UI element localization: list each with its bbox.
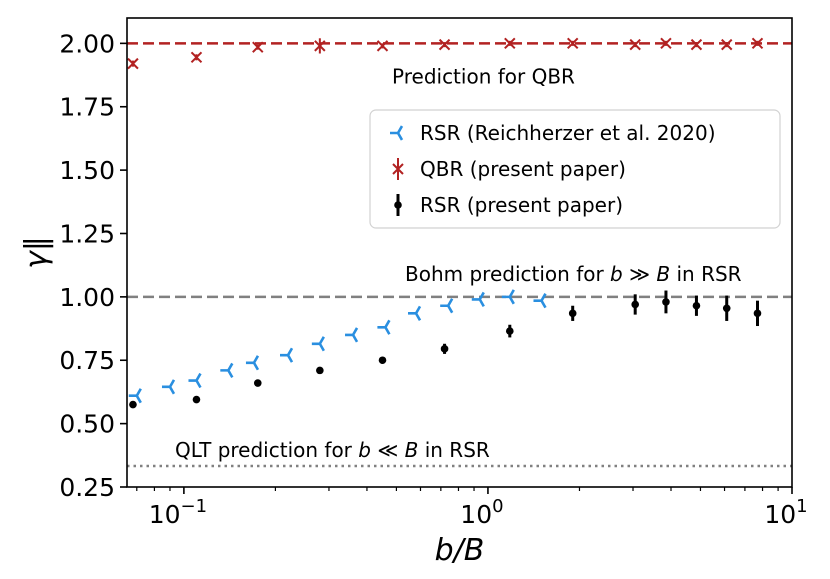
data-point [505, 327, 514, 335]
y-tick-label: 0.25 [59, 473, 115, 502]
annot-qlt-part-4: in RSR [418, 438, 490, 462]
annotation-qlt-prediction: QLT prediction for b ≪ B in RSR [175, 438, 490, 462]
data-point [311, 336, 325, 352]
data-point [690, 38, 703, 51]
data-point [161, 379, 176, 395]
data-point [629, 38, 641, 51]
annotation-bohm-prediction: Bohm prediction for b ≫ B in RSR [405, 262, 742, 286]
data-point [721, 38, 733, 51]
series-0 [128, 289, 547, 404]
data-point [377, 319, 391, 335]
data-point [631, 300, 639, 309]
data-point [751, 37, 764, 50]
data-point [280, 347, 294, 363]
annotation-qbr-prediction: Prediction for QBR [392, 64, 575, 88]
annot-qlt-part-2: ≪ [371, 438, 405, 462]
y-tick-label: 0.50 [59, 410, 115, 439]
x-tick-label: 10−1 [149, 496, 207, 529]
annot-bohm-part-2: ≫ [623, 262, 657, 286]
data-point [753, 309, 762, 318]
ticks: 0.25 0.50 0.75 1.00 1.25 1.50 1.75 2.00 10−1 100 1… [59, 29, 807, 529]
reference-lines [127, 42, 792, 468]
data-point [568, 309, 577, 318]
annotations: Prediction for QBR Bohm prediction for b… [175, 64, 742, 462]
data-point [662, 298, 670, 306]
legend-label: RSR (present paper) [420, 193, 623, 217]
data-series [127, 37, 764, 409]
y-axis-label: γ‖ [19, 236, 54, 269]
data-point [566, 37, 579, 50]
x-axis-label: b/B [435, 533, 485, 568]
data-point [192, 395, 201, 404]
data-point [504, 37, 516, 50]
axes [126, 17, 793, 488]
legend-entry: RSR (Reichherzer et al. 2020) [390, 121, 716, 145]
annot-bohm-part-0: Bohm prediction for [405, 262, 610, 286]
legend-box [369, 109, 781, 229]
legend-marker [392, 163, 404, 175]
y-tick-label: 2.00 [59, 29, 115, 58]
data-point [253, 379, 262, 387]
data-point [376, 40, 389, 52]
data-point [220, 362, 234, 378]
y-tick-label: 0.75 [59, 346, 115, 375]
data-point [722, 304, 731, 313]
y-tick-label: 1.25 [59, 219, 115, 248]
annot-qlt-part-0: QLT prediction for [175, 438, 358, 462]
data-point [471, 291, 485, 308]
series-1 [127, 37, 764, 70]
data-point [127, 57, 139, 70]
data-point [345, 327, 359, 343]
annot-bohm-part-3: B [656, 262, 670, 286]
y-tick-label: 1.00 [59, 283, 115, 312]
data-point [533, 293, 547, 309]
series-2 [129, 290, 762, 409]
data-point [440, 298, 454, 314]
data-point [190, 51, 203, 64]
data-point [316, 366, 324, 375]
data-point [128, 388, 142, 404]
y-tick-label: 1.75 [59, 93, 115, 122]
legend-marker [390, 125, 404, 141]
data-point [692, 301, 701, 310]
annot-bohm-part-1: b [610, 262, 623, 286]
annot-qlt-part-3: B [405, 438, 419, 462]
legend-marker [394, 201, 402, 209]
annot-qlt-part-1: b [358, 438, 371, 462]
y-tick-label: 1.50 [59, 156, 115, 185]
data-point [314, 40, 326, 52]
data-point [438, 38, 451, 51]
legend: RSR (Reichherzer et al. 2020) QBR (presen… [369, 109, 781, 229]
x-tick-label: 101 [764, 496, 807, 529]
data-point [501, 289, 515, 305]
legend-entry: RSR (present paper) [394, 193, 623, 217]
plot-frame [126, 17, 793, 488]
annot-bohm-part-4: in RSR [670, 262, 742, 286]
data-point [378, 356, 387, 365]
data-point [188, 372, 202, 389]
legend-entry: QBR (present paper) [392, 157, 626, 181]
legend-label: RSR (Reichherzer et al. 2020) [420, 121, 716, 145]
data-point [129, 400, 137, 409]
legend-label: QBR (present paper) [420, 157, 626, 181]
data-point [245, 355, 260, 371]
data-point [440, 345, 449, 353]
data-point [408, 305, 422, 321]
x-tick-label: 100 [460, 496, 503, 529]
data-point [660, 37, 672, 50]
data-point [252, 41, 264, 53]
